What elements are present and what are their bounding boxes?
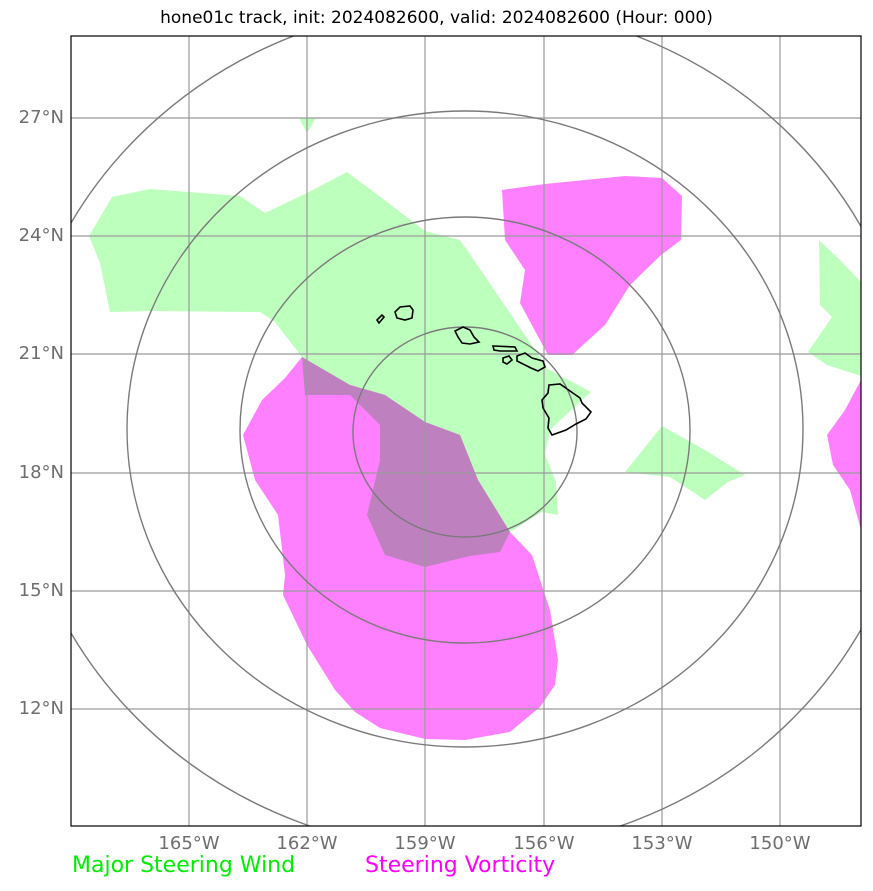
lon-label-165w: 165°W (158, 833, 220, 854)
lon-label-162w: 162°W (276, 833, 338, 854)
island-lanai (502, 355, 514, 365)
steering-vorticity-area-northeast (502, 176, 682, 355)
lat-label-21n: 21°N (18, 343, 64, 364)
steering-wind-area-east (625, 426, 745, 500)
lat-label-18n: 18°N (18, 462, 64, 483)
lon-label-150w: 150°W (749, 833, 811, 854)
island-kauai (394, 305, 414, 321)
island-oahu (453, 326, 481, 345)
range-rings (71, 36, 861, 826)
lat-label-27n: 27°N (18, 107, 64, 128)
legend-steering-vorticity: Steering Vorticity (365, 853, 556, 878)
range-ring-3 (126, 110, 804, 748)
wind-vorticity-overlap (302, 357, 510, 567)
map-title: hone01c track, init: 2024082600, valid: … (160, 8, 713, 28)
lat-label-24n: 24°N (18, 225, 64, 246)
range-ring-2 (239, 216, 691, 644)
steering-vorticity-area-far-east (827, 380, 861, 530)
lon-label-153w: 153°W (631, 833, 693, 854)
lon-label-156w: 156°W (513, 833, 575, 854)
graticule (71, 36, 861, 826)
island-molokai (491, 345, 519, 352)
map-frame (70, 35, 862, 827)
lat-label-12n: 12°N (18, 698, 64, 719)
lon-label-159w: 159°W (394, 833, 456, 854)
island-maui (516, 352, 546, 372)
lat-label-15n: 15°N (18, 580, 64, 601)
hawaii-coastline (375, 305, 593, 436)
island-niihau (375, 313, 386, 325)
steering-wind-area-far-east (808, 240, 861, 376)
steering-wind-area-main (89, 172, 591, 532)
legend-steering-wind: Major Steering Wind (72, 853, 296, 878)
steering-wind-areas (89, 118, 861, 532)
island-hawaii (541, 383, 593, 436)
